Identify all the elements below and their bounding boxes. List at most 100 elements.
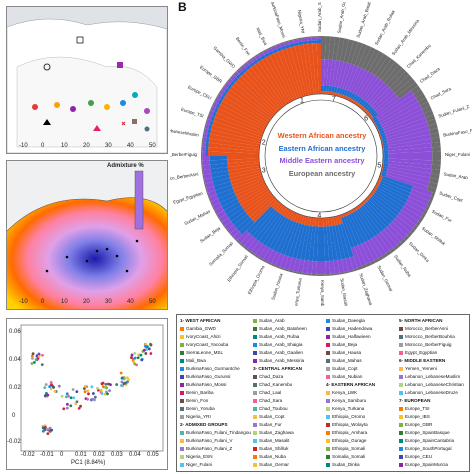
ancestry-bar-segment [201, 165, 203, 171]
pca-point [71, 388, 75, 391]
ancestry-bar-segment [342, 95, 346, 99]
ancestry-bar-segment [420, 101, 430, 110]
ancestry-bar-segment [380, 132, 386, 137]
ancestry-bar-segment [202, 146, 206, 152]
ancestry-bar-segment [298, 44, 312, 96]
ancestry-bar-segment [205, 146, 209, 152]
pca-tick-y1: 0.04 [9, 357, 21, 363]
ancestry-bar-segment [262, 214, 285, 246]
legend-label: Lebanon_LebaneseDruze [405, 390, 458, 395]
ancestry-bar-segment [244, 70, 281, 111]
legend-row: Sudan_Halfawieen [326, 334, 371, 339]
ancestry-bar-segment [431, 146, 441, 152]
pca-tick-x0: -0.02 [21, 452, 35, 458]
ancestry-bar-segment [306, 36, 312, 38]
ancestry-bar-segment [357, 73, 375, 98]
ancestry-bar-segment [268, 50, 274, 56]
ancestry-bar-segment [374, 258, 380, 263]
ancestry-bar-segment [368, 238, 383, 259]
ancestry-bar-segment [209, 120, 214, 126]
ancestry-bar-segment [214, 209, 218, 215]
ancestry-bar-segment [378, 255, 384, 261]
ancestry-bar-segment [208, 197, 212, 202]
pca-x-label: PC1 (8.84%) [71, 460, 106, 466]
ancestry-bar-segment [383, 158, 389, 162]
legend-label: Yemen_Yemeni [405, 366, 437, 371]
ancestry-bar-segment [265, 216, 287, 249]
ancestry-bar-segment [323, 91, 327, 95]
ancestry-bar-segment [235, 79, 276, 116]
pca-point [74, 402, 78, 406]
ancestry-bar-segment [302, 40, 308, 45]
legend-label: Sudan_Daeegla [332, 318, 365, 323]
legend-label: Ethiopia_Wolayta [332, 422, 368, 427]
ancestry-bar-segment [429, 177, 439, 185]
ancestry-bar-segment [246, 248, 252, 254]
ancestry-bar-segment [316, 274, 321, 276]
ancestry-bar-segment [430, 173, 440, 180]
ancestry-bar-segment [213, 181, 232, 191]
ancestry-bar-segment [408, 193, 430, 206]
legend-label: Ethiopia_Gurage [332, 438, 367, 443]
ancestry-bar-segment [215, 206, 224, 215]
ancestry-bar-segment [387, 163, 432, 174]
map2-tick-x4: 30 [105, 299, 112, 305]
map1-svg [7, 7, 167, 153]
pca-point [86, 389, 90, 393]
pca-point [66, 402, 69, 406]
ancestry-bar-segment [227, 156, 260, 160]
legend-row: BurkinaFaso_Gurunsi [180, 374, 230, 379]
ancestry-bar-segment [233, 71, 240, 78]
legend-row: Sudan_Fur [253, 422, 282, 427]
legend-row: Morocco_BerberFiguig [399, 342, 451, 347]
ancestry-bar-segment [277, 49, 300, 99]
legend-swatch [399, 382, 403, 387]
pca-point [53, 389, 57, 393]
ancestry-bar-segment [205, 137, 210, 143]
legend-row: Europe_CEU [399, 454, 432, 459]
legend-label: Chad_Sara [259, 398, 283, 403]
ancestry-bar-segment [324, 36, 331, 60]
ancestry-bar-segment [403, 235, 410, 241]
ancestry-bar-segment [222, 96, 269, 126]
ancestry-bar-segment [205, 151, 209, 156]
ancestry-bar-segment [275, 44, 281, 49]
ancestry-bar-segment [401, 206, 421, 222]
ancestry-bar-segment [332, 60, 340, 87]
legend-label: IvoryCoast_Yacouba [186, 342, 229, 347]
ancestry-bar-segment [224, 82, 230, 88]
ancestry-bar-segment [340, 223, 354, 258]
ancestry-bar-segment [210, 167, 229, 174]
pca-point [93, 395, 97, 399]
ancestry-bar-segment [381, 135, 387, 139]
ancestry-bar-segment [280, 254, 289, 269]
ancestry-bar-segment [318, 217, 321, 227]
ancestry-bar-segment [218, 89, 223, 94]
population-label: Lebanon_LebaneseMuslim [170, 124, 199, 137]
ancestry-bar-segment [210, 201, 214, 207]
ancestry-bar-segment [303, 43, 314, 95]
ancestry-bar-segment [376, 122, 382, 128]
legend-row: BurkinaFaso_Fulani_Z [180, 446, 232, 451]
legend-label: BurkinaFaso_Gurunsi [186, 374, 231, 379]
pca-tick-y0: 0.06 [9, 329, 21, 335]
legend-label: Sudan_Arab [259, 318, 285, 323]
pca-point [121, 384, 125, 388]
ancestry-bar-segment [267, 250, 277, 264]
ancestry-bar-segment [226, 229, 231, 234]
ancestry-bar-segment [300, 225, 310, 261]
ancestry-bar-segment [214, 112, 264, 135]
ancestry-bar-segment [377, 185, 408, 204]
pca-point [147, 347, 151, 351]
ancestry-bar-segment [214, 97, 218, 103]
pca-point [144, 344, 147, 348]
ancestry-bar-segment [329, 260, 335, 274]
ancestry-bar-segment [230, 228, 240, 237]
legend-label: Sudan_Dinka [332, 462, 360, 467]
pca-point [46, 393, 50, 397]
ancestry-bar-segment [279, 41, 285, 45]
ancestry-bar-segment [383, 145, 389, 149]
ancestry-bar-segment [358, 45, 372, 69]
ancestry-bar-segment [202, 132, 205, 138]
ancestry-bar-segment [216, 108, 265, 133]
